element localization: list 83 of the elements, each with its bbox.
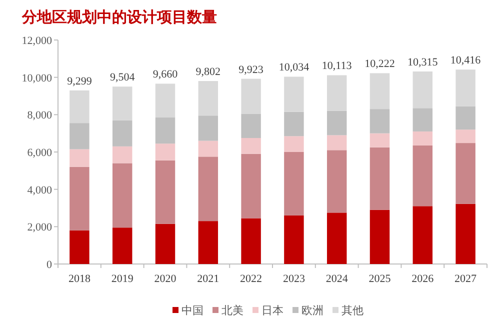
bar (70, 166, 90, 230)
bar (241, 114, 261, 138)
x-tick-label: 2018 (68, 273, 91, 285)
bar (198, 221, 218, 264)
total-label: 10,416 (450, 54, 482, 67)
x-tick-label: 2024 (326, 273, 348, 285)
bar (155, 144, 176, 160)
bar (412, 206, 433, 264)
total-label: 10,034 (278, 62, 310, 74)
legend-label: 日本 (262, 304, 284, 317)
y-tick-label: 6,000 (27, 147, 52, 159)
y-tick-label: 10,000 (22, 72, 52, 84)
bar (370, 210, 390, 264)
bar (456, 204, 476, 264)
bar (198, 140, 218, 157)
bar (241, 154, 261, 218)
x-tick-label: 2026 (412, 273, 434, 285)
y-tick-label: 4,000 (27, 184, 52, 196)
bar (241, 218, 261, 264)
x-tick-label: 2021 (197, 273, 220, 285)
bar (326, 150, 347, 213)
legend-label: 其他 (342, 304, 364, 317)
x-tick-label: 2027 (454, 273, 478, 285)
chart-title: 分地区规划中的设计项目数量 (21, 8, 217, 26)
bar (70, 149, 90, 167)
total-label: 9,504 (110, 72, 136, 84)
x-tick-label: 2019 (111, 273, 134, 285)
bar (370, 109, 390, 134)
bar (456, 70, 476, 106)
x-tick-label: 2020 (154, 273, 177, 285)
x-tick-label: 2025 (368, 273, 392, 285)
bar (284, 112, 304, 136)
bar (412, 145, 433, 206)
legend-label: 中国 (182, 304, 204, 317)
total-label: 9,660 (152, 68, 178, 81)
y-tick-label: 0 (46, 259, 52, 271)
legend-label: 北美 (222, 304, 244, 317)
bar (198, 81, 218, 116)
bar (155, 224, 176, 264)
y-tick-label: 8,000 (27, 110, 52, 122)
x-tick-label: 2022 (240, 273, 262, 285)
bar (370, 73, 390, 110)
legend-label: 欧洲 (302, 304, 324, 317)
bar (70, 90, 90, 124)
x-tick-label: 2023 (282, 273, 306, 285)
bar (198, 116, 218, 141)
bar (326, 110, 347, 136)
bar (112, 86, 132, 120)
bar (456, 143, 476, 204)
total-label: 10,315 (408, 56, 438, 68)
bar (241, 138, 261, 154)
bar (70, 230, 90, 264)
bar (326, 75, 347, 111)
bar (284, 215, 304, 264)
total-label: 10,113 (322, 60, 352, 72)
bar (284, 76, 304, 112)
bar (412, 108, 433, 132)
bar (412, 71, 433, 108)
total-label: 9,802 (196, 66, 221, 78)
total-label: 9,299 (67, 75, 92, 88)
bar (155, 117, 176, 144)
total-label: 9,923 (238, 64, 264, 76)
bar (370, 147, 390, 210)
bar (326, 135, 347, 150)
bar (456, 130, 476, 144)
bar (284, 152, 304, 216)
bar (70, 123, 90, 150)
bar (326, 212, 347, 264)
bar (112, 163, 132, 228)
y-tick-label: 12,000 (22, 35, 52, 47)
bar (112, 228, 132, 264)
bar (112, 146, 132, 164)
y-tick-label: 2,000 (27, 222, 52, 234)
bar (284, 136, 304, 152)
bar (198, 156, 218, 222)
bar (241, 78, 261, 114)
total-label: 10,222 (364, 58, 395, 70)
bar (456, 106, 476, 130)
bar (112, 120, 132, 146)
bar (370, 133, 390, 148)
bar (155, 84, 176, 118)
bar (412, 131, 433, 146)
bar (155, 160, 176, 224)
